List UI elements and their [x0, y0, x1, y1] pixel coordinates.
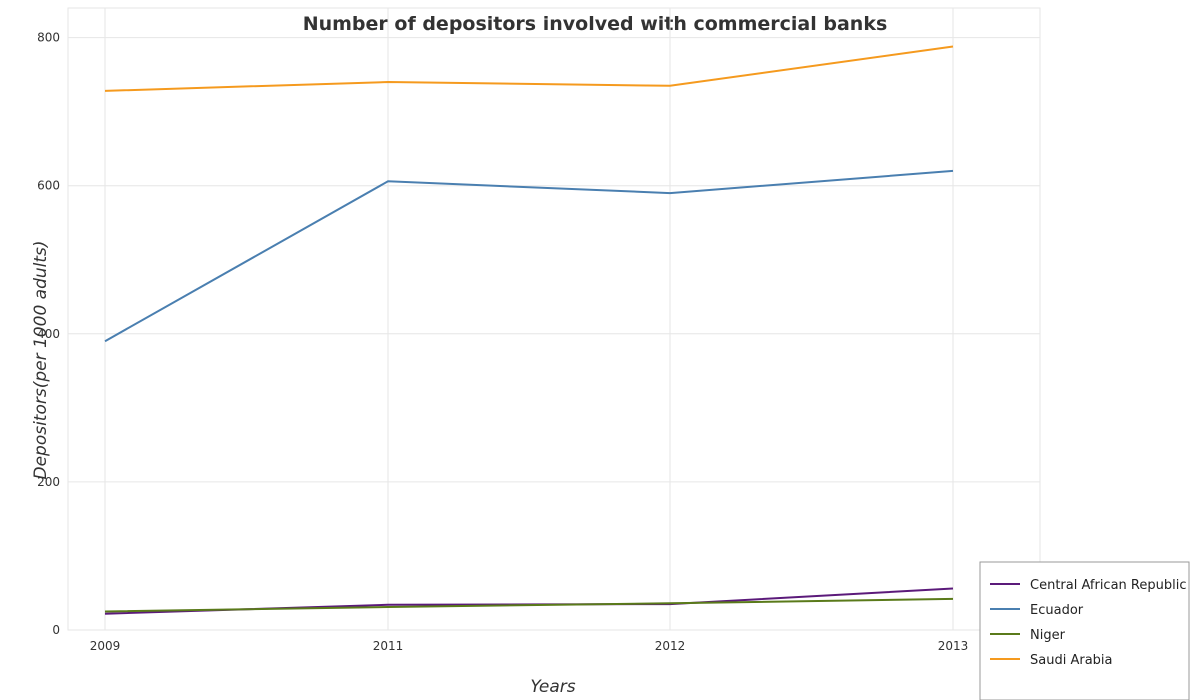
x-tick-label: 2012	[655, 639, 686, 653]
x-tick-label: 2009	[90, 639, 121, 653]
plot-frame	[67, 7, 1041, 631]
legend-label-central-african-republic: Central African Republic	[1030, 578, 1186, 593]
series-line-ecuador	[104, 169, 954, 343]
y-tick-label: 0	[52, 623, 60, 637]
chart-title: Number of depositors involved with comme…	[303, 13, 888, 35]
y-tick-label: 400	[37, 327, 60, 341]
series-line-saudi-arabia	[104, 45, 954, 92]
x-tick-label: 2013	[938, 639, 969, 653]
y-tick-label: 800	[37, 31, 60, 45]
y-tick-label: 200	[37, 475, 60, 489]
legend-label-niger: Niger	[1030, 628, 1066, 643]
y-axis-title: Depositors(per 1000 adults)	[31, 240, 51, 479]
series	[104, 45, 954, 615]
grid	[67, 7, 1041, 631]
legend-label-ecuador: Ecuador	[1030, 603, 1084, 618]
legend: Central African Republic Ecuador Niger Saud…	[979, 561, 1190, 700]
legend-label-saudi-arabia: Saudi Arabia	[1030, 653, 1113, 668]
axes: 0 200 400 600 800 2009 2011 2012 2013	[37, 31, 968, 653]
series-line-niger	[104, 597, 954, 613]
y-tick-label: 600	[37, 179, 60, 193]
x-tick-label: 2011	[373, 639, 404, 653]
x-axis-title: Years	[530, 677, 575, 697]
